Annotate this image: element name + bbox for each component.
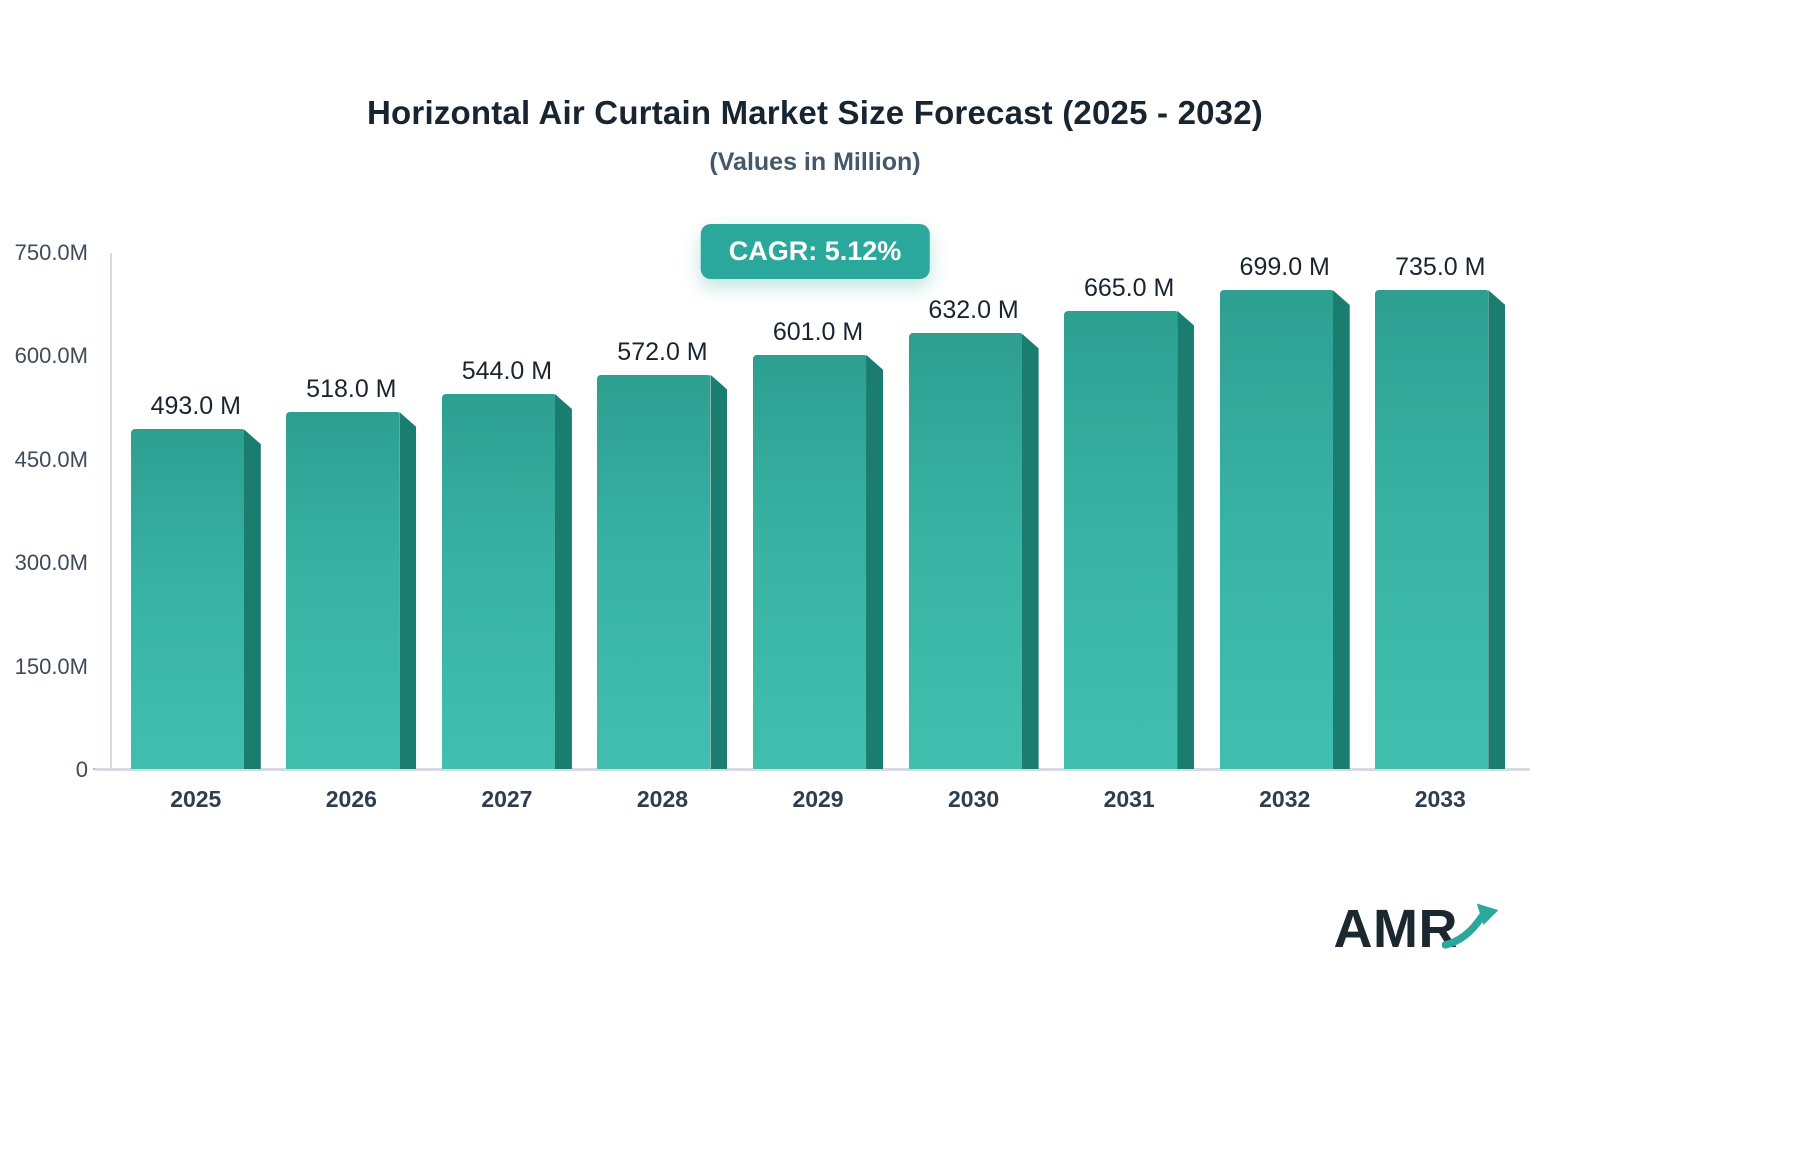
y-tick-label: 0 (75, 757, 88, 782)
bar-side-face (1332, 290, 1350, 769)
bar-group: 601.0 M (740, 253, 896, 769)
bar-value-label: 601.0 M (772, 317, 864, 346)
bar-group: 699.0 M (1207, 253, 1363, 769)
bar-front-face (1219, 290, 1333, 769)
bar-front-face (130, 429, 244, 769)
bar-side-face (1021, 333, 1039, 769)
bar-group: 632.0 M (896, 253, 1052, 769)
x-axis-label: 2026 (325, 786, 377, 812)
chart-subtitle: (Values in Million) (709, 148, 921, 176)
x-axis-line (95, 768, 1530, 771)
bar-side-face (1177, 310, 1195, 769)
x-axis-label: 2028 (636, 786, 689, 812)
x-axis-label: 2031 (1103, 786, 1155, 812)
y-tick-label: 150.0M (14, 653, 88, 679)
x-axis-label: 2025 (170, 786, 222, 812)
bar-value-label: 632.0 M (928, 296, 1019, 325)
amr-logo-text: AMR (1333, 899, 1458, 959)
bar (130, 429, 261, 769)
bar-group: 493.0 M (118, 253, 274, 769)
growth-arrow-icon (1442, 903, 1499, 949)
bar-side-face (866, 354, 884, 769)
bar-front-face (1064, 310, 1178, 769)
chart-title: Horizontal Air Curtain Market Size Forec… (367, 94, 1263, 131)
x-axis-label: 2027 (481, 786, 533, 812)
x-axis-label: 2029 (792, 786, 844, 812)
bar-front-face (1375, 290, 1489, 769)
plot-area: 750.0M 600.0M 450.0M 300.0M 150.0M 0 493.0 M 5… (0, 240, 1630, 812)
bar-front-face (441, 394, 555, 769)
y-axis-line (110, 253, 112, 770)
bar-value-label: 665.0 M (1083, 273, 1175, 302)
x-axis-label: 2033 (1414, 786, 1466, 812)
bar (1219, 290, 1350, 769)
y-tick-label: 450.0M (14, 446, 88, 472)
bar-series: 493.0 M 518.0 M 544.0 M 572.0 M 601.0 M 632.0… (118, 253, 1518, 769)
bar-group: 572.0 M (585, 253, 741, 769)
bar-group: 665.0 M (1051, 253, 1207, 769)
bar (597, 374, 728, 769)
bar-side-face (1488, 290, 1506, 769)
bar (286, 411, 417, 769)
bar-value-label: 572.0 M (617, 337, 708, 366)
bar (908, 333, 1039, 769)
bar-value-label: 493.0 M (150, 392, 241, 421)
bar-front-face (908, 333, 1022, 769)
bar-front-face (286, 411, 400, 769)
bar-value-label: 699.0 M (1239, 253, 1330, 281)
bar-front-face (753, 354, 867, 769)
bar (1064, 310, 1195, 769)
bar-side-face (554, 394, 572, 769)
bar-side-face (243, 429, 261, 769)
x-axis-label: 2032 (1259, 786, 1311, 812)
bar-value-label: 544.0 M (461, 357, 553, 386)
bar-group: 544.0 M (429, 253, 585, 769)
amr-logo: AMR (1334, 898, 1500, 960)
bar-value-label: 735.0 M (1395, 253, 1486, 281)
y-tick-label: 600.0M (14, 343, 88, 369)
x-axis-label: 2030 (948, 786, 1000, 812)
x-axis-labels: 2025 2026 2027 2028 2029 2030 2031 2032 2033 (118, 786, 1518, 813)
bar (441, 394, 572, 769)
bar-side-face (399, 411, 417, 769)
bar-side-face (710, 374, 728, 769)
bar-group: 735.0 M (1363, 253, 1519, 769)
bar (1375, 290, 1506, 769)
y-tick-label: 300.0M (14, 550, 88, 576)
bar-front-face (597, 374, 711, 769)
bar (753, 354, 884, 769)
cagr-badge: CAGR: 5.12% (700, 224, 930, 279)
bar-group: 518.0 M (274, 253, 430, 769)
bar-value-label: 518.0 M (306, 374, 397, 403)
y-tick-label: 750.0M (14, 240, 88, 265)
